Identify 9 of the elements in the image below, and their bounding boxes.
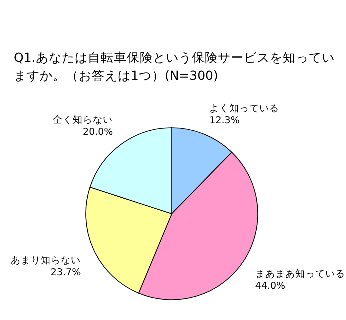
data-label: 23.7% (50, 268, 82, 279)
data-label: 20.0% (83, 127, 114, 138)
slice-label: よく知っている (210, 102, 280, 114)
data-label: 12.3% (210, 115, 240, 126)
slice-label: あまり知らない (11, 254, 82, 267)
data-label: 44.0% (255, 281, 286, 292)
slice-label: まあまあ知っている (255, 268, 346, 280)
chart-title: Q1.あなたは自転車保険という保険サービスを知っていますか。（お答えは1つ）(N=300) (14, 50, 335, 83)
slice-label: 全く知らない (53, 114, 114, 126)
